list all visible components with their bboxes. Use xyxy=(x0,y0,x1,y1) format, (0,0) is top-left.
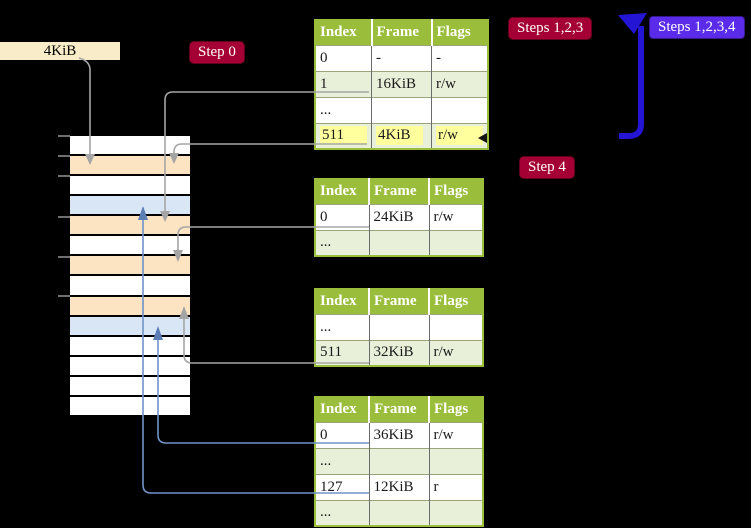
step0-label: Step 0 xyxy=(198,44,236,60)
column-header: Flags xyxy=(428,289,483,314)
steps-123-label: Steps 1,2,3 xyxy=(517,20,584,36)
frame-size-box: 4KiB xyxy=(0,42,120,60)
table-cell xyxy=(368,313,429,340)
table-row: ... xyxy=(315,499,483,526)
table-cell: ... xyxy=(315,447,369,474)
table-cell: 4KiB xyxy=(371,122,432,149)
column-header: Index xyxy=(315,20,372,45)
table-cell: r/w xyxy=(431,122,488,149)
table-cell xyxy=(428,499,483,526)
table-cell: ... xyxy=(315,229,369,256)
table-cell: 16KiB xyxy=(371,70,432,97)
step0-badge: Step 0 xyxy=(189,41,245,64)
table-cell: 511 xyxy=(315,122,372,149)
column-header: Flags xyxy=(430,20,488,45)
table-cell: 0 xyxy=(315,44,372,71)
table-cell: r/w xyxy=(428,421,483,448)
column-header: Flags xyxy=(428,397,483,422)
table-row: ... xyxy=(315,447,483,474)
table-cell: r/w xyxy=(431,70,488,97)
table-cell xyxy=(368,499,429,526)
memory-frame-row xyxy=(70,356,190,375)
page-table-level-3: Index Frame Flags 0 24KiB r/w... xyxy=(314,178,484,257)
memory-frame-row xyxy=(70,396,190,415)
column-header: Index xyxy=(315,289,369,314)
column-header: Flags xyxy=(428,179,483,204)
column-header: Frame xyxy=(368,397,429,422)
page-table-level-2: Index Frame Flags... 511 32KiB r/w xyxy=(314,288,484,367)
table-cell: - xyxy=(431,44,488,71)
memory-frame-row xyxy=(70,256,190,275)
table-cell: 0 xyxy=(315,203,369,230)
table-header-row: Index Frame Flags xyxy=(315,397,483,422)
table-row: ... xyxy=(315,96,488,123)
table-cell: 12KiB xyxy=(368,473,429,500)
table-header-row: Index Frame Flags xyxy=(315,179,483,204)
memory-frame-row xyxy=(70,156,190,175)
column-header: Index xyxy=(315,179,369,204)
table-row: ... xyxy=(315,229,483,256)
highlighted-value: 4KiB xyxy=(376,126,423,146)
steps-1234-label: Steps 1,2,3,4 xyxy=(658,19,736,35)
column-header: Frame xyxy=(370,20,432,45)
table-cell: 24KiB xyxy=(368,203,429,230)
table-cell: ... xyxy=(315,499,369,526)
table-cell: 32KiB xyxy=(368,339,429,366)
table-header-row: Index Frame Flags xyxy=(315,20,488,45)
table-cell xyxy=(428,313,483,340)
memory-frame-row xyxy=(70,376,190,395)
table-row: 0-- xyxy=(315,44,488,71)
memory-frame-row xyxy=(70,236,190,255)
table-cell: 511 xyxy=(315,339,369,366)
column-header: Frame xyxy=(368,179,429,204)
table-cell xyxy=(428,229,483,256)
memory-frame-row xyxy=(70,196,190,215)
table-row: 0 36KiB r/w xyxy=(315,421,483,448)
table-cell: 36KiB xyxy=(368,421,429,448)
table-cell xyxy=(431,96,488,123)
table-header-row: Index Frame Flags xyxy=(315,289,483,314)
table-cell: - xyxy=(371,44,432,71)
memory-frame-row xyxy=(70,216,190,235)
column-header: Frame xyxy=(368,289,429,314)
table-cell: ... xyxy=(315,96,372,123)
highlighted-value: r/w xyxy=(436,126,483,146)
table-cell: 1 xyxy=(315,70,372,97)
physical-memory-strip xyxy=(70,135,190,416)
column-header: Index xyxy=(315,397,369,422)
memory-frame-row xyxy=(70,336,190,355)
table-cell xyxy=(428,447,483,474)
memory-frame-row xyxy=(70,316,190,335)
step4-label: Step 4 xyxy=(528,159,566,175)
memory-frame-row xyxy=(70,176,190,195)
highlighted-value: 511 xyxy=(320,126,367,146)
table-cell: r/w xyxy=(428,339,483,366)
table-row: 0 24KiB r/w xyxy=(315,203,483,230)
table-cell: r xyxy=(428,473,483,500)
memory-frame-row xyxy=(70,276,190,295)
table-cell: 127 xyxy=(315,473,369,500)
table-row: 127 12KiB r xyxy=(315,473,483,500)
table-row: 511 4KiB r/w xyxy=(315,122,488,149)
table-cell: ... xyxy=(315,313,369,340)
steps-123-badge: Steps 1,2,3 xyxy=(508,17,593,40)
table-row: 1 16KiB r/w xyxy=(315,70,488,97)
table-cell: 0 xyxy=(315,421,369,448)
table-cell xyxy=(371,96,432,123)
page-table-level-1: Index Frame Flags 0 36KiB r/w... 127 12KiB r... xyxy=(314,396,484,527)
table-cell xyxy=(368,447,429,474)
table-row: 511 32KiB r/w xyxy=(315,339,483,366)
memory-tick-marks xyxy=(58,135,70,297)
table-cell: r/w xyxy=(428,203,483,230)
frame-size-label: 4KiB xyxy=(43,43,77,59)
page-table-level-4: Index Frame Flags 0- -1 16KiB r/w... 511 4KiB r/w xyxy=(314,19,489,150)
memory-frame-row xyxy=(70,136,190,155)
loop-arrow xyxy=(618,13,647,139)
step4-badge: Step 4 xyxy=(519,156,575,179)
memory-frame-row xyxy=(70,296,190,315)
table-cell xyxy=(368,229,429,256)
table-row: ... xyxy=(315,313,483,340)
steps-1234-badge: Steps 1,2,3,4 xyxy=(649,16,745,39)
